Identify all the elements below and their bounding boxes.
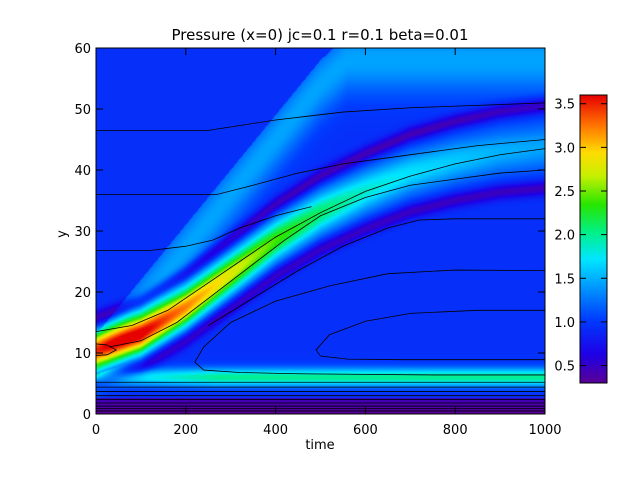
y-tick-label: 60 bbox=[74, 42, 91, 57]
colorbar-tick-label: 3.5 bbox=[554, 98, 575, 113]
x-tick-label: 400 bbox=[263, 423, 288, 438]
contour-line-8 bbox=[315, 309, 545, 361]
y-tick-label: 0 bbox=[83, 408, 91, 423]
y-axis: 0 10 20 30 40 50 60 bbox=[74, 42, 545, 423]
colorbar-tick-label: 1.5 bbox=[554, 272, 575, 287]
x-axis: 0 200 400 600 800 1000 bbox=[92, 48, 562, 438]
colorbar-tick-label: 0.5 bbox=[554, 360, 575, 375]
contour-lines bbox=[95, 102, 546, 412]
colorbar-tick-label: 3.0 bbox=[554, 141, 575, 156]
x-axis-label: time bbox=[305, 438, 334, 453]
x-tick-label: 600 bbox=[353, 423, 378, 438]
y-tick-label: 20 bbox=[74, 286, 91, 301]
heatmap-image-holder bbox=[96, 48, 545, 414]
contour-line-9 bbox=[95, 343, 118, 356]
contour-line-3 bbox=[96, 206, 312, 251]
colorbar-tick-label: 2.5 bbox=[554, 185, 575, 200]
x-tick-label: 800 bbox=[443, 423, 468, 438]
colorbar-frame bbox=[579, 94, 608, 384]
y-tick-label: 40 bbox=[74, 164, 91, 179]
y-tick-label: 50 bbox=[74, 103, 91, 118]
contour-line-5 bbox=[109, 169, 546, 348]
x-tick-label: 200 bbox=[173, 423, 198, 438]
y-tick-label: 30 bbox=[74, 225, 91, 240]
colorbar-tick-label: 2.0 bbox=[554, 229, 575, 244]
contour-line-7 bbox=[194, 269, 546, 376]
x-tick-label: 1000 bbox=[528, 423, 561, 438]
colorbar-ticks: 0.5 1.0 1.5 2.0 2.5 3.0 3.5 bbox=[554, 98, 607, 375]
y-axis-label: y bbox=[55, 230, 70, 238]
colorbar-tick-label: 1.0 bbox=[554, 316, 575, 331]
x-tick-label: 0 bbox=[92, 423, 100, 438]
colorbar-holder bbox=[580, 95, 607, 383]
contour-line-2 bbox=[96, 139, 546, 195]
chart-title: Pressure (x=0) jc=0.1 r=0.1 beta=0.01 bbox=[171, 26, 468, 44]
y-tick-label: 10 bbox=[74, 347, 91, 362]
contour-line-6 bbox=[208, 218, 545, 326]
heatmap-image bbox=[96, 48, 545, 414]
colorbar bbox=[580, 95, 607, 383]
contour-line-1 bbox=[96, 102, 546, 131]
contour-line-4 bbox=[95, 148, 546, 333]
